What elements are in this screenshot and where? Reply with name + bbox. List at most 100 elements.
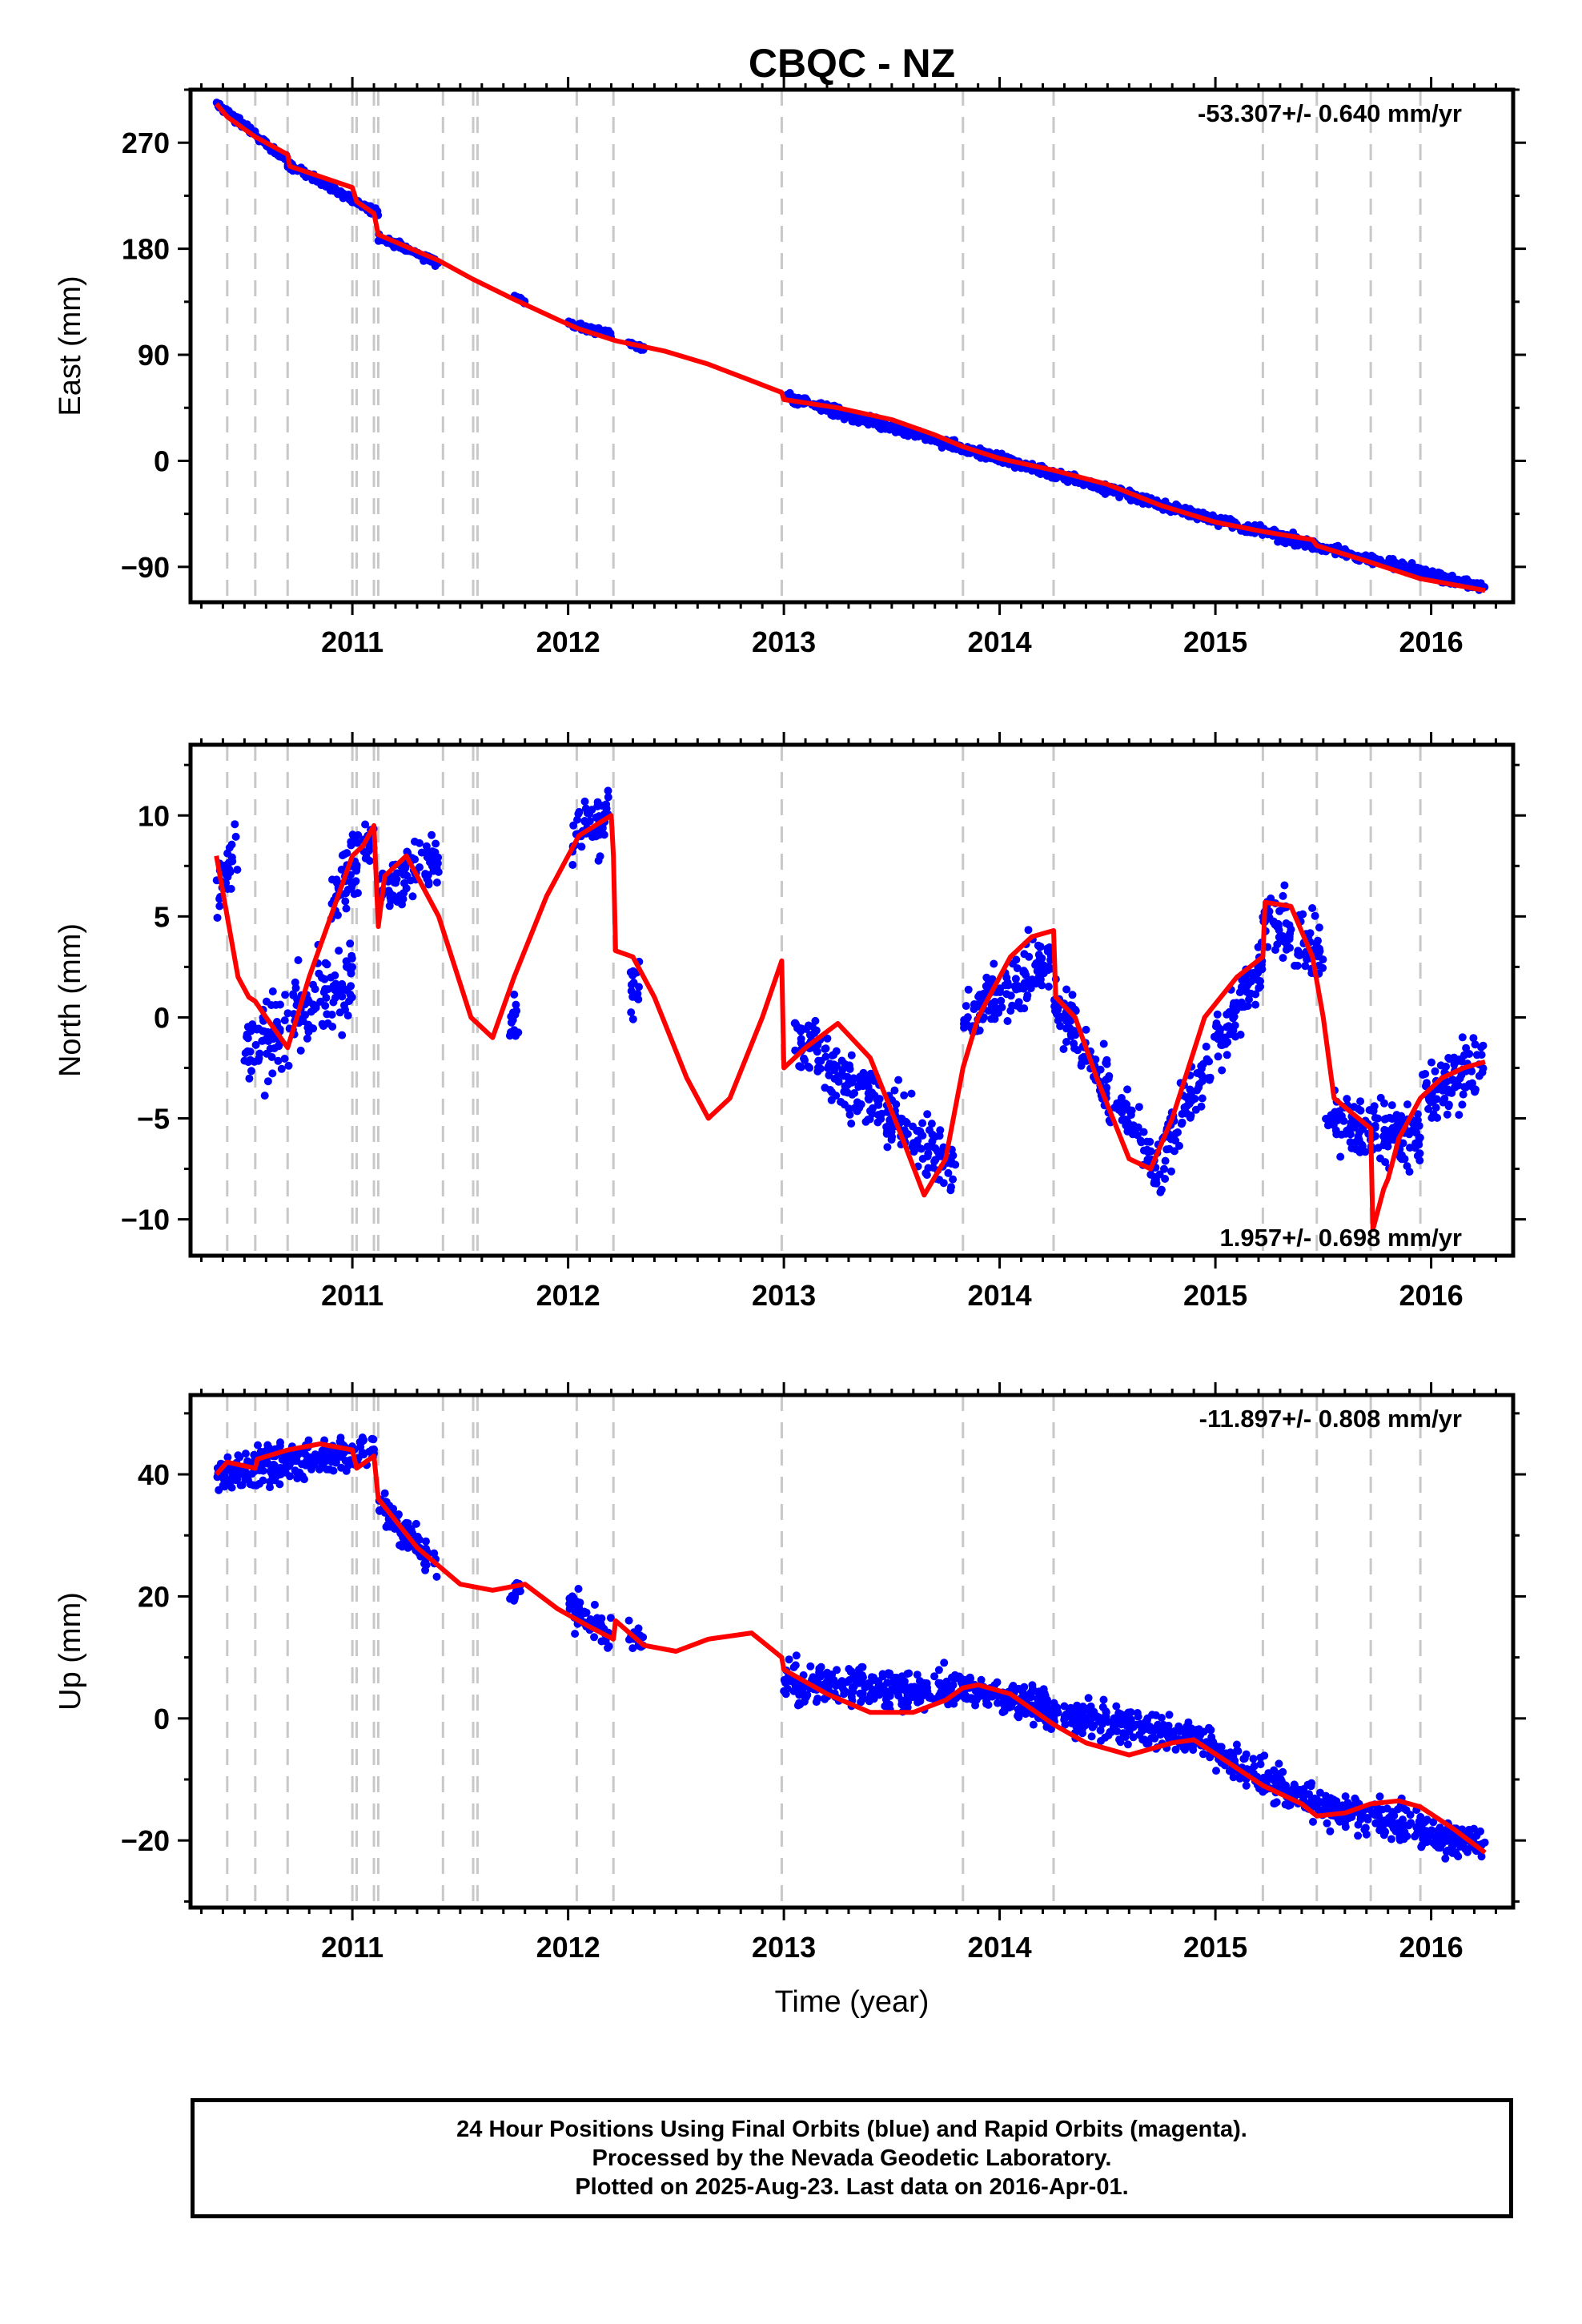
data-point xyxy=(421,1566,430,1574)
data-point xyxy=(627,1008,636,1017)
data-point xyxy=(900,1680,909,1689)
data-point xyxy=(1399,1815,1407,1824)
data-point xyxy=(1478,1068,1487,1077)
data-point xyxy=(400,879,408,887)
data-point xyxy=(259,1476,267,1485)
x-tick-label: 2014 xyxy=(968,1279,1032,1312)
plot-frame xyxy=(188,87,1516,605)
data-point xyxy=(1116,1738,1125,1747)
data-point xyxy=(829,1051,838,1059)
data-point xyxy=(597,1614,606,1622)
data-point xyxy=(1412,1823,1421,1831)
data-point xyxy=(635,983,643,991)
data-point xyxy=(897,1672,906,1681)
data-point xyxy=(335,947,343,955)
data-point xyxy=(881,1691,890,1699)
data-point xyxy=(1171,1136,1180,1145)
plot-frame xyxy=(188,1393,1516,1910)
data-point xyxy=(1407,1819,1415,1827)
data-point xyxy=(1123,1127,1132,1136)
data-point xyxy=(338,851,347,860)
x-axis: 2011 2012 2013 2014 2015 2016 xyxy=(199,732,1497,1312)
data-point xyxy=(994,1008,1003,1017)
data-point xyxy=(1249,972,1258,981)
data-point xyxy=(1343,1799,1352,1807)
data-point xyxy=(938,440,946,448)
data-point xyxy=(1221,1033,1230,1042)
data-point xyxy=(1028,1684,1037,1693)
data-point xyxy=(1403,1100,1411,1109)
data-points xyxy=(213,1433,1489,1863)
data-point xyxy=(1184,1718,1193,1727)
data-point xyxy=(922,1171,931,1180)
y-axis-label: North (mm) xyxy=(54,923,87,1077)
data-point xyxy=(1243,981,1251,990)
data-point xyxy=(315,1465,324,1474)
data-point xyxy=(1260,1751,1269,1760)
data-point xyxy=(255,1049,264,1058)
y-axis: −10 −5 0 5 10 xyxy=(121,763,1526,1236)
data-point xyxy=(789,1663,798,1671)
data-point xyxy=(580,817,589,826)
data-point xyxy=(1413,1110,1422,1119)
data-point xyxy=(853,414,862,423)
data-point xyxy=(1462,1043,1471,1052)
data-point xyxy=(988,975,997,983)
data-point xyxy=(351,834,359,843)
y-tick-label: −90 xyxy=(121,551,170,584)
data-point xyxy=(323,1449,332,1458)
data-point xyxy=(1282,945,1291,954)
data-point xyxy=(1259,1787,1267,1796)
rate-label: 1.957+/- 0.698 mm/yr xyxy=(1220,1224,1462,1252)
data-point xyxy=(283,1009,292,1018)
data-point xyxy=(1007,1703,1016,1711)
data-point xyxy=(1256,977,1265,986)
data-point xyxy=(1476,1827,1484,1835)
data-point xyxy=(974,992,983,1001)
data-point xyxy=(510,990,519,999)
data-point xyxy=(569,821,578,830)
data-point xyxy=(1434,1831,1443,1839)
data-point xyxy=(1379,1132,1387,1140)
data-point xyxy=(1018,1688,1027,1696)
data-point xyxy=(894,1076,903,1084)
x-tick-label: 2015 xyxy=(1183,1931,1247,1964)
data-point xyxy=(1214,1023,1223,1031)
data-point xyxy=(936,1126,945,1135)
data-point xyxy=(1233,1747,1242,1755)
data-point xyxy=(890,1086,899,1095)
data-point xyxy=(600,830,608,839)
data-point xyxy=(1264,1769,1273,1778)
data-point xyxy=(583,809,592,818)
data-point xyxy=(983,1694,992,1703)
data-point xyxy=(1025,952,1034,961)
data-point xyxy=(1165,1144,1174,1153)
data-point xyxy=(213,914,222,922)
data-point xyxy=(1127,1106,1136,1115)
data-point xyxy=(268,1462,277,1471)
data-point xyxy=(1078,1703,1087,1711)
data-point xyxy=(347,841,355,850)
x-tick-label: 2014 xyxy=(968,1931,1032,1964)
data-point xyxy=(1062,985,1071,994)
data-point xyxy=(990,959,998,968)
data-point xyxy=(231,832,240,841)
data-point xyxy=(259,1036,267,1045)
data-point xyxy=(845,1110,854,1119)
data-point xyxy=(628,1015,637,1023)
data-point xyxy=(255,1024,263,1033)
data-point xyxy=(1040,961,1049,970)
data-point xyxy=(428,830,436,839)
data-point xyxy=(1147,1734,1156,1743)
data-point xyxy=(838,1683,847,1692)
data-point xyxy=(847,1120,856,1128)
data-point xyxy=(960,1023,969,1032)
data-point xyxy=(303,995,312,1004)
data-point xyxy=(342,904,351,913)
data-point xyxy=(1280,881,1289,890)
data-point xyxy=(1429,1110,1438,1119)
data-point xyxy=(1084,1694,1093,1703)
data-point xyxy=(883,1143,892,1152)
data-point xyxy=(1006,1007,1015,1015)
data-point xyxy=(1019,984,1028,993)
